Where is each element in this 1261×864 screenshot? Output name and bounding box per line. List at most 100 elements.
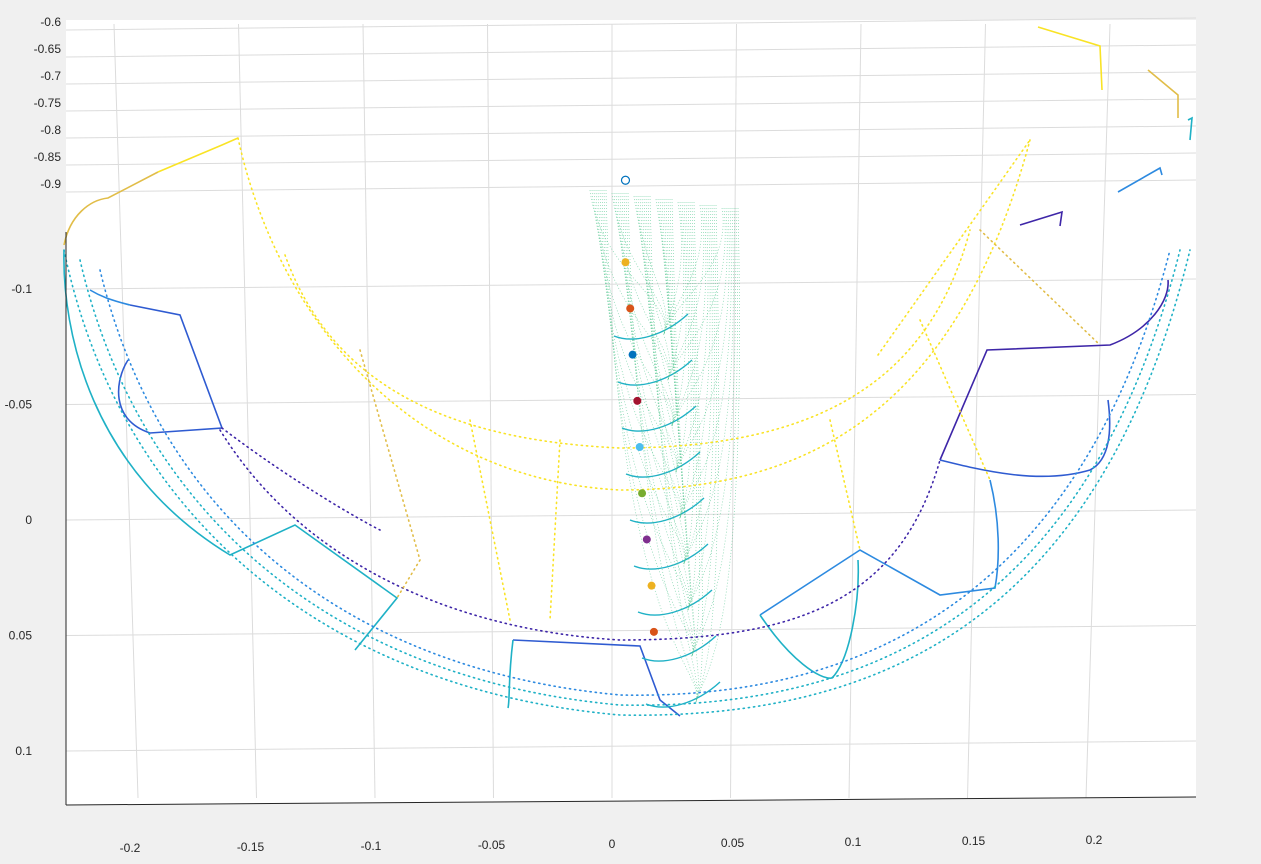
- x-tick-label: 0.05: [721, 836, 745, 850]
- trajectory-curve: [625, 192, 694, 657]
- z-tick-label: -0.75: [34, 96, 62, 110]
- trajectory-curve: [621, 405, 697, 432]
- trajectory-curve: [671, 207, 728, 427]
- trajectory-curve: [641, 195, 683, 519]
- trajectory-curve: [645, 195, 690, 611]
- grid-line-y: [65, 625, 1197, 636]
- x-tick-label: 0.2: [1086, 833, 1103, 847]
- trajectory-curve: [633, 543, 709, 570]
- z-tick-label: -0.85: [34, 150, 62, 164]
- axes-area[interactable]: -0.2 -0.15 -0.1 -0.05 0 0.05 0.1 0.15 0.2 -0.1-0…: [5, 15, 1197, 855]
- marker-point: [647, 581, 656, 590]
- dotted-path: [219, 429, 941, 641]
- y-tick-label: 0.1: [15, 744, 32, 758]
- z-tick-label: -0.65: [34, 42, 62, 56]
- trajectory-curve: [675, 207, 730, 473]
- trajectory-curve: [675, 204, 709, 473]
- dotted-path: [237, 137, 1031, 491]
- z-tick-label: -0.7: [40, 69, 61, 83]
- dotted-path: [99, 249, 1171, 696]
- grid-line-y: [65, 394, 1197, 405]
- x-tick-label: 0.15: [962, 834, 986, 848]
- dotted-path: [919, 319, 991, 481]
- trajectory-curve: [117, 304, 224, 434]
- marker-point: [642, 535, 651, 544]
- grid-line-z: [65, 179, 1197, 193]
- trajectory-curve: [663, 207, 724, 335]
- trajectory-curve: [507, 639, 514, 709]
- y-tick-label: 0.05: [9, 629, 33, 643]
- y-tick-label: 0: [25, 513, 32, 527]
- marker-point: [649, 627, 658, 636]
- grid-line-x: [113, 23, 139, 799]
- grid-line-x: [1085, 23, 1111, 799]
- trajectory-curve: [613, 192, 670, 381]
- trajectory-curve: [647, 195, 694, 657]
- axes-background: [66, 20, 1196, 805]
- trajectory-curve: [663, 204, 702, 335]
- trajectory-curve: [595, 189, 678, 473]
- grid-line-z: [65, 44, 1197, 58]
- trajectory-curve: [512, 639, 681, 717]
- dotted-path: [877, 139, 1031, 356]
- x-tick-label: -0.15: [237, 840, 265, 854]
- x-axis-line: [65, 796, 1197, 806]
- dotted-path: [284, 229, 971, 449]
- trajectory-curve: [1147, 69, 1179, 118]
- marker-point: [635, 443, 644, 452]
- x-tick-label: 0.1: [845, 835, 862, 849]
- position-markers: [620, 175, 658, 636]
- trajectory-curve: [667, 204, 705, 381]
- trajectory-curve: [645, 681, 721, 708]
- z-tick-label: -0.6: [40, 15, 61, 29]
- trajectory-curve: [671, 201, 687, 427]
- trajectory-curve: [589, 189, 666, 335]
- grid-lines: [65, 17, 1197, 799]
- dotted-path: [359, 349, 421, 599]
- grid-line-x: [848, 23, 862, 799]
- trajectory-curve: [603, 189, 694, 657]
- marker-point: [638, 489, 647, 498]
- marker-point: [633, 396, 642, 405]
- dotted-path: [829, 419, 861, 551]
- trajectory-curve: [629, 497, 705, 524]
- trajectory-curve: [679, 204, 711, 519]
- trajectory-curve: [1117, 166, 1163, 193]
- x-tick-label: -0.05: [478, 838, 506, 852]
- trajectory-curves: [63, 26, 1193, 717]
- grid-line-y: [65, 740, 1197, 752]
- trajectory-curve: [1019, 210, 1063, 227]
- dotted-path: [79, 249, 1181, 706]
- z-tick-label: -0.8: [40, 123, 61, 137]
- grid-line-z: [65, 98, 1197, 112]
- dotted-path: [549, 439, 561, 621]
- trajectory-curve: [615, 192, 674, 427]
- grid-line-z: [65, 125, 1197, 139]
- trajectory-curve: [625, 451, 701, 478]
- grid-line-z: [65, 71, 1197, 85]
- trajectory-curve: [619, 192, 682, 519]
- dotted-path: [979, 229, 1101, 346]
- marker-point: [628, 350, 637, 359]
- trajectory-curve: [591, 189, 670, 381]
- trajectory-curve: [593, 189, 674, 427]
- trajectory-curve: [1187, 116, 1193, 141]
- trajectory-curve: [695, 204, 720, 703]
- grid-line-z: [65, 152, 1197, 166]
- trajectory-curve: [667, 198, 692, 611]
- grid-line-x: [730, 23, 737, 799]
- grid-line-x: [487, 23, 494, 799]
- y-tick-label: -0.1: [11, 282, 32, 296]
- x-tick-label: -0.2: [120, 841, 141, 855]
- trajectory-curve: [601, 189, 690, 611]
- trajectory-curve: [617, 359, 693, 386]
- dotted-paths: [63, 137, 1191, 716]
- y-tick-labels: -0.1 -0.05 0 0.05 0.1: [5, 282, 33, 758]
- trajectory-curve: [759, 479, 1000, 616]
- x-tick-labels: -0.2 -0.15 -0.1 -0.05 0 0.05 0.1 0.15 0.2: [120, 833, 1103, 855]
- trajectory-curve: [635, 195, 671, 381]
- trajectory-curve: [633, 195, 667, 335]
- trajectory-curve: [157, 137, 239, 173]
- trajectory-curve: [687, 201, 697, 611]
